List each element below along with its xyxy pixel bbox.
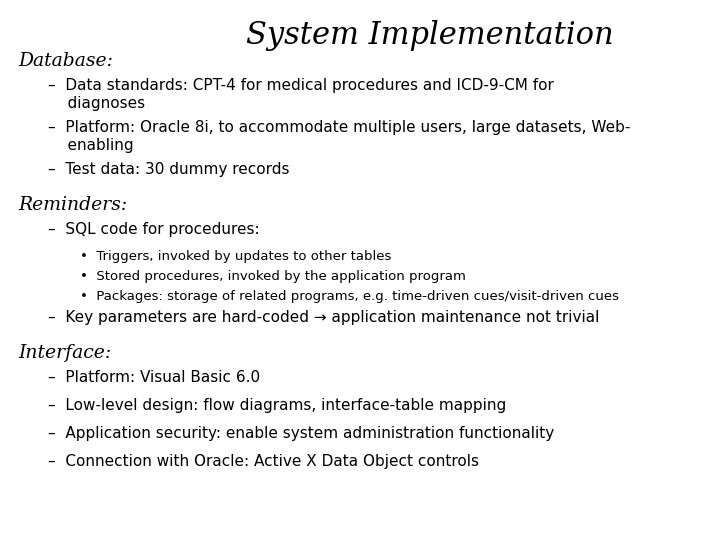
Text: –  Connection with Oracle: Active X Data Object controls: – Connection with Oracle: Active X Data …	[48, 454, 479, 469]
Text: –  SQL code for procedures:: – SQL code for procedures:	[48, 222, 260, 237]
Text: –  Data standards: CPT-4 for medical procedures and ICD-9-CM for
    diagnoses: – Data standards: CPT-4 for medical proc…	[48, 78, 554, 111]
Text: Database:: Database:	[18, 52, 113, 70]
Text: –  Low-level design: flow diagrams, interface-table mapping: – Low-level design: flow diagrams, inter…	[48, 398, 506, 413]
Text: •  Triggers, invoked by updates to other tables: • Triggers, invoked by updates to other …	[80, 250, 392, 263]
Text: Interface:: Interface:	[18, 344, 112, 362]
Text: –  Application security: enable system administration functionality: – Application security: enable system ad…	[48, 426, 554, 441]
Text: •  Packages: storage of related programs, e.g. time-driven cues/visit-driven cue: • Packages: storage of related programs,…	[80, 290, 619, 303]
Text: –  Platform: Oracle 8i, to accommodate multiple users, large datasets, Web-
    : – Platform: Oracle 8i, to accommodate mu…	[48, 120, 631, 153]
Text: –  Platform: Visual Basic 6.0: – Platform: Visual Basic 6.0	[48, 370, 260, 385]
Text: System Implementation: System Implementation	[246, 20, 614, 51]
Text: –  Test data: 30 dummy records: – Test data: 30 dummy records	[48, 162, 289, 177]
Text: Reminders:: Reminders:	[18, 196, 127, 214]
Text: –  Key parameters are hard-coded → application maintenance not trivial: – Key parameters are hard-coded → applic…	[48, 310, 599, 325]
Text: •  Stored procedures, invoked by the application program: • Stored procedures, invoked by the appl…	[80, 270, 466, 283]
